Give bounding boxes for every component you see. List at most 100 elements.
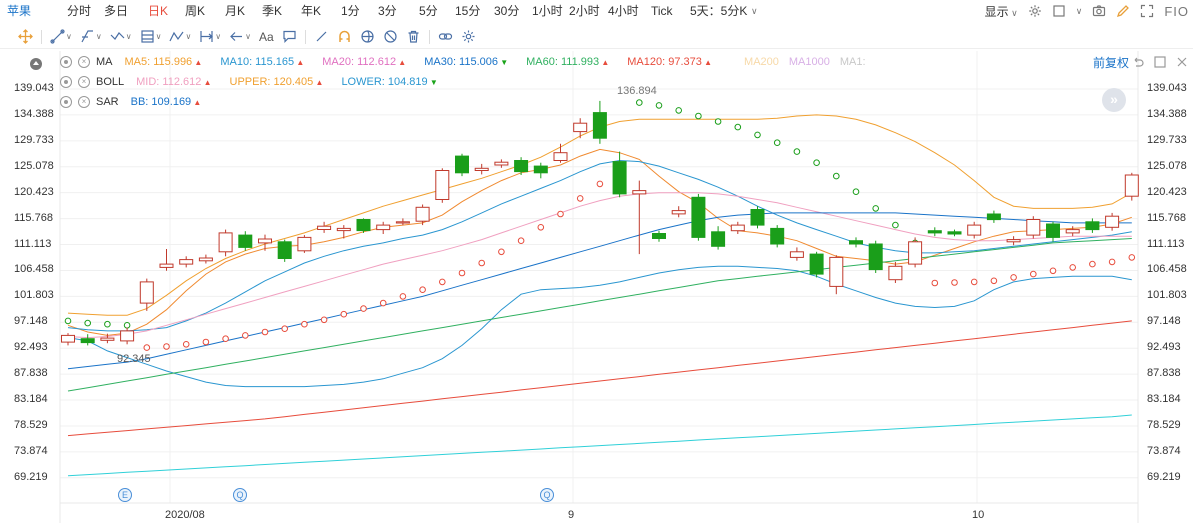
period-tab-10[interactable]: 5分: [419, 4, 438, 18]
undo-icon[interactable]: [1131, 55, 1145, 69]
arrow-tool[interactable]: ∨: [225, 25, 255, 49]
candle-body: [1105, 215, 1120, 228]
candle-body: [514, 160, 529, 173]
draw-settings-gear-icon[interactable]: [457, 25, 480, 49]
kline-chart[interactable]: × MA MA5: 115.996 ▲ MA10: 115.165 ▲ MA20: 11…: [0, 51, 1193, 523]
period-tab-4[interactable]: 周K: [185, 4, 206, 18]
candle-body: [1065, 229, 1080, 234]
period-tab-6[interactable]: 季K: [262, 4, 283, 18]
trash-icon[interactable]: [402, 25, 425, 49]
period-tab-8[interactable]: 1分: [341, 4, 360, 18]
quarter-event-icon[interactable]: Q: [540, 488, 554, 502]
collapse-indicators-icon[interactable]: [30, 58, 42, 70]
pattern-tool[interactable]: ∨: [165, 25, 195, 49]
sar-point: [498, 248, 505, 256]
indicator-value: MID: 112.612: [136, 76, 202, 88]
top-right-controls: 显示 ∨ ∨ FIO: [985, 0, 1189, 22]
fio-button[interactable]: FIO: [1164, 3, 1189, 19]
period-dropdown-caret-icon[interactable]: ∨: [751, 5, 758, 16]
price-tick-left: 129.733: [14, 133, 54, 146]
link-icon[interactable]: [434, 25, 457, 49]
close-pane-icon[interactable]: [1175, 55, 1189, 69]
range-tool[interactable]: ∨: [195, 25, 225, 49]
hide-drawings-icon[interactable]: [379, 25, 402, 49]
indicator-name[interactable]: SAR: [96, 96, 119, 108]
camera-icon[interactable]: [1092, 4, 1106, 18]
candle-body: [336, 227, 351, 232]
settings-gear-icon[interactable]: [1028, 4, 1042, 18]
display-menu[interactable]: 显示 ∨: [984, 4, 1018, 19]
indicator-remove-icon[interactable]: ×: [78, 76, 90, 88]
period-tab-7[interactable]: 年K: [301, 4, 322, 18]
indicator-value: MA20: 112.612: [322, 56, 397, 68]
period-tab-0[interactable]: 苹果: [7, 4, 32, 18]
indicator-name[interactable]: MA: [96, 56, 113, 68]
indicator-item: LOWER: 104.819 ▼: [341, 76, 437, 88]
fibonacci-tool[interactable]: ∨: [136, 25, 166, 49]
period-tab-3[interactable]: 日K: [148, 4, 169, 18]
period-tab-15[interactable]: 4小时: [608, 4, 639, 18]
arrow-up-icon: ▲: [396, 58, 407, 67]
channel-tool[interactable]: ∨: [76, 25, 106, 49]
candle-body: [258, 238, 272, 244]
pencil-icon[interactable]: [1116, 4, 1130, 18]
series-line-ma120: [67, 320, 1132, 437]
sar-point: [1128, 254, 1136, 261]
period-tab-17[interactable]: 5天：5分K: [690, 4, 748, 18]
period-tab-12[interactable]: 30分: [494, 4, 520, 18]
eraser-line-tool[interactable]: [310, 25, 333, 49]
scroll-to-latest-button[interactable]: »: [1102, 88, 1126, 112]
maximize-pane-icon[interactable]: [1153, 55, 1167, 69]
price-tick-left: 120.423: [14, 185, 54, 198]
indicator-row-boll: × BOLL MID: 112.612 ▲ UPPER: 120.405 ▲ LOWER…: [60, 74, 450, 90]
indicator-settings-icon[interactable]: [60, 56, 72, 68]
period-tab-5[interactable]: 月K: [225, 4, 246, 18]
magnet-tool[interactable]: [333, 25, 356, 49]
layout-square-icon[interactable]: [1052, 4, 1066, 18]
sar-point: [557, 210, 564, 218]
period-tab-2[interactable]: 多日: [104, 4, 129, 18]
period-tab-16[interactable]: Tick: [651, 4, 673, 18]
chevron-down-icon: ∨: [185, 32, 192, 41]
chart-canvas[interactable]: [0, 51, 1193, 523]
crosshair-tool[interactable]: [14, 25, 37, 49]
period-tab-13[interactable]: 1小时: [532, 4, 563, 18]
sar-point: [84, 319, 91, 327]
candle-body: [927, 230, 942, 234]
chevron-down-icon: ∨: [95, 32, 102, 41]
line-tool[interactable]: ∨: [46, 25, 76, 49]
candle-body: [80, 338, 95, 344]
adjust-mode-button[interactable]: 前复权: [1092, 56, 1129, 70]
candle-body: [711, 231, 726, 247]
wave-tool[interactable]: ∨: [106, 25, 136, 49]
indicator-settings-icon[interactable]: [60, 76, 72, 88]
sar-point: [399, 293, 407, 300]
period-tab-1[interactable]: 分时: [67, 4, 92, 18]
candle-body: [179, 259, 194, 265]
price-tick-left: 115.768: [14, 211, 53, 224]
sar-point: [261, 328, 269, 336]
candle-body: [100, 337, 115, 341]
fullscreen-icon[interactable]: [1140, 4, 1154, 18]
indicator-remove-icon[interactable]: ×: [78, 96, 90, 108]
earnings-event-icon[interactable]: E: [118, 488, 132, 502]
quarter-event-icon[interactable]: Q: [233, 488, 247, 502]
layout-dropdown-caret-icon[interactable]: ∨: [1075, 5, 1083, 16]
sar-point: [931, 279, 939, 287]
period-tab-14[interactable]: 2小时: [569, 4, 600, 18]
candle-body: [986, 213, 1001, 221]
candle-body: [1085, 221, 1100, 231]
price-tick-right: 101.803: [1147, 289, 1187, 302]
indicator-remove-icon[interactable]: ×: [78, 56, 90, 68]
indicator-name[interactable]: BOLL: [96, 76, 125, 88]
comment-tool[interactable]: [278, 25, 301, 49]
period-tab-9[interactable]: 3分: [378, 4, 397, 18]
indicator-value: MA5: 115.996: [124, 56, 193, 68]
indicator-row-ma: × MA MA5: 115.996 ▲ MA10: 115.165 ▲ MA20: 11…: [60, 54, 866, 70]
indicator-settings-icon[interactable]: [60, 96, 72, 108]
period-tab-11[interactable]: 15分: [455, 4, 481, 18]
lock-tool[interactable]: [356, 25, 379, 49]
text-tool[interactable]: Aa: [259, 29, 274, 44]
sar-point: [163, 343, 170, 350]
sar-point: [202, 338, 210, 346]
